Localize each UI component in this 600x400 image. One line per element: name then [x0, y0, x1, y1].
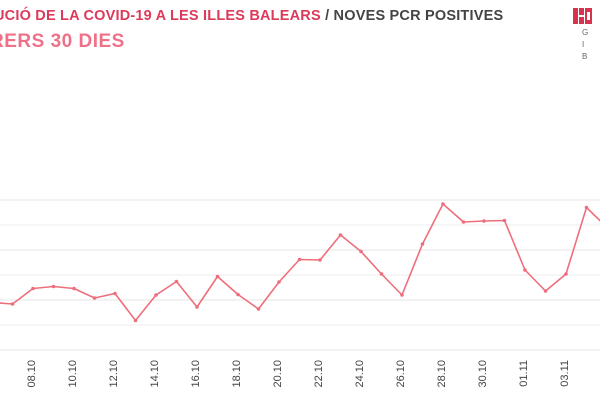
x-tick-label: 26.10 — [395, 360, 407, 388]
govern-logo: G I B — [573, 8, 600, 63]
chart-series — [0, 202, 600, 323]
x-tick-label: 20.10 — [272, 360, 284, 388]
series-line — [0, 203, 600, 322]
chart-header: UCIÓ DE LA COVID-19 A LES ILLES BALEARS … — [0, 0, 600, 63]
x-tick-label: 10.10 — [67, 360, 79, 388]
x-tick-label: 16.10 — [190, 360, 202, 388]
logo-text-line: B — [582, 52, 588, 61]
data-point[interactable] — [277, 280, 281, 284]
x-tick-label: 12.10 — [108, 360, 120, 388]
x-tick-label: 30.10 — [477, 360, 489, 388]
logo-text-line: I — [582, 40, 585, 49]
data-point[interactable] — [215, 274, 220, 279]
logo-text-line: G — [582, 28, 589, 37]
data-point[interactable] — [584, 205, 589, 210]
data-point[interactable] — [379, 272, 384, 276]
data-point[interactable] — [10, 302, 15, 306]
data-point[interactable] — [420, 242, 425, 246]
title-separator: / — [325, 8, 330, 24]
x-tick-label: 24.10 — [354, 360, 366, 388]
data-point[interactable] — [133, 318, 138, 323]
chart-title: UCIÓ DE LA COVID-19 A LES ILLES BALEARS … — [0, 8, 503, 24]
x-tick-label: 28.10 — [436, 360, 448, 388]
data-point[interactable] — [195, 305, 199, 309]
data-point[interactable] — [461, 220, 466, 224]
x-axis: 08.10 10.10 12.10 14.10 16.10 18.10 20.10 22.10… — [26, 360, 571, 388]
data-point[interactable] — [523, 268, 527, 272]
data-point[interactable] — [72, 286, 76, 291]
data-point[interactable] — [338, 233, 343, 237]
data-point[interactable] — [359, 249, 363, 254]
data-point[interactable] — [564, 272, 568, 276]
x-tick-label: 22.10 — [313, 360, 325, 388]
title-sub: NOVES PCR POSITIVES — [333, 8, 504, 24]
data-point[interactable] — [154, 293, 158, 297]
x-tick-label: 14.10 — [149, 360, 161, 388]
x-tick-label: 18.10 — [231, 360, 243, 388]
data-point[interactable] — [92, 296, 97, 300]
x-tick-label: 03.11 — [559, 360, 571, 387]
data-point[interactable] — [51, 284, 56, 289]
chart-grid — [0, 199, 600, 351]
data-point[interactable] — [502, 218, 507, 223]
data-point[interactable] — [400, 293, 404, 297]
data-point[interactable] — [543, 289, 548, 293]
data-point[interactable] — [256, 307, 261, 311]
line-chart: 08.10 10.10 12.10 14.10 16.10 18.10 20.10 22.10… — [0, 199, 600, 388]
logo-mark-icon — [573, 8, 592, 24]
data-point[interactable] — [113, 291, 117, 296]
data-point[interactable] — [31, 286, 35, 291]
title-main: UCIÓ DE LA COVID-19 A LES ILLES BALEARS — [0, 8, 321, 24]
chart-subtitle: RERS 30 DIES — [0, 31, 125, 52]
x-tick-label: 08.10 — [26, 360, 38, 388]
data-point[interactable] — [174, 279, 179, 284]
data-point[interactable] — [318, 258, 322, 262]
data-point[interactable] — [482, 219, 486, 223]
x-tick-label: 01.11 — [518, 360, 530, 387]
logo-text: G I B — [582, 27, 588, 63]
data-point[interactable] — [297, 257, 302, 262]
data-point[interactable] — [236, 292, 240, 297]
data-point[interactable] — [441, 202, 445, 206]
